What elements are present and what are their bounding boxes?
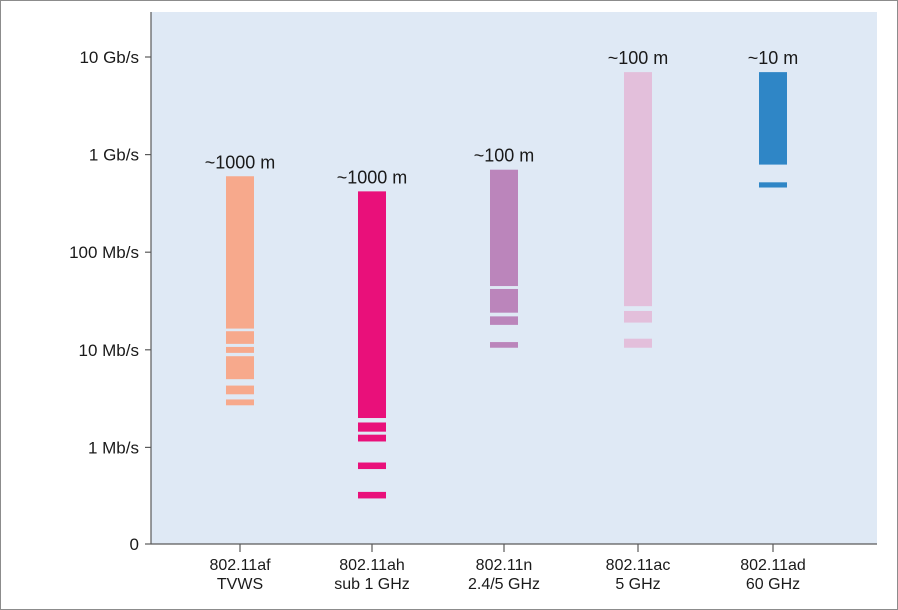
x-tick-sublabel: sub 1 GHz <box>334 576 410 593</box>
y-tick-label: 100 Mb/s <box>69 243 139 262</box>
bar-segment-802-11n <box>490 316 518 325</box>
y-tick-label: 1 Mb/s <box>88 438 139 457</box>
range-label: ~10 m <box>748 48 799 68</box>
x-tick-label: 802.11ah <box>339 557 405 574</box>
bar-segment-802-11ah <box>358 422 386 432</box>
y-tick-label: 10 Mb/s <box>79 341 139 360</box>
bar-segment-802-11ad <box>759 72 787 165</box>
bar-segment-802-11ad <box>759 182 787 188</box>
bar-segment-802-11af <box>226 331 254 344</box>
y-tick-label: 1 Gb/s <box>89 146 139 165</box>
bar-segment-802-11n <box>490 169 518 287</box>
range-label: ~100 m <box>474 146 535 166</box>
bar-segment-802-11af <box>226 176 254 329</box>
range-label: ~1000 m <box>205 152 276 172</box>
bar-segment-802-11af <box>226 356 254 380</box>
x-tick-label: 802.11ad <box>740 557 806 574</box>
bar-segment-802-11ah <box>358 434 386 442</box>
x-tick-label: 802.11n <box>476 557 533 574</box>
bar-segment-802-11ac <box>624 72 652 307</box>
y-tick-label: 10 Gb/s <box>79 48 139 67</box>
bar-segment-802-11n <box>490 288 518 313</box>
x-tick-sublabel: 5 GHz <box>615 576 660 593</box>
bar-segment-802-11ah <box>358 462 386 470</box>
bar-segment-802-11af <box>226 399 254 406</box>
x-tick-sublabel: TVWS <box>217 576 263 593</box>
bar-segment-802-11n <box>490 342 518 348</box>
x-tick-label: 802.11af <box>209 557 271 574</box>
bar-segment-802-11af <box>226 385 254 395</box>
bar-segment-802-11ac <box>624 338 652 348</box>
x-tick-sublabel: 2.4/5 GHz <box>468 576 540 593</box>
x-tick-sublabel: 60 GHz <box>746 576 800 593</box>
bar-segment-802-11ac <box>624 310 652 323</box>
x-tick-label: 802.11ac <box>606 557 671 574</box>
bar-segment-802-11af <box>226 346 254 353</box>
range-label: ~100 m <box>608 48 669 68</box>
bar-segment-802-11ah <box>358 491 386 499</box>
y-tick-label: 0 <box>130 535 139 554</box>
bar-segment-802-11ah <box>358 191 386 419</box>
range-label: ~1000 m <box>337 167 408 187</box>
